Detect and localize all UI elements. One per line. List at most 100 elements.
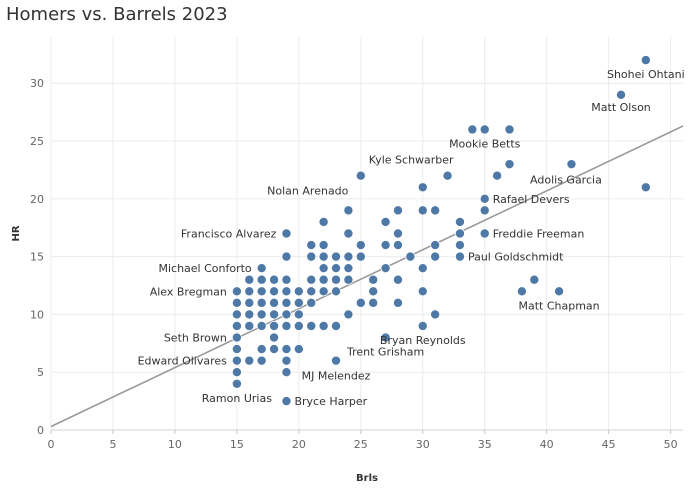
data-point[interactable] bbox=[269, 309, 280, 320]
data-point[interactable] bbox=[331, 263, 342, 274]
data-point[interactable] bbox=[281, 344, 292, 355]
data-point[interactable] bbox=[405, 251, 416, 262]
data-point[interactable] bbox=[331, 251, 342, 262]
data-point[interactable] bbox=[306, 320, 317, 331]
data-point[interactable] bbox=[269, 320, 280, 331]
data-point[interactable] bbox=[504, 124, 515, 135]
data-point[interactable] bbox=[281, 367, 292, 378]
data-point[interactable] bbox=[492, 170, 503, 181]
data-point[interactable] bbox=[380, 263, 391, 274]
data-point[interactable] bbox=[318, 320, 329, 331]
data-point[interactable] bbox=[368, 297, 379, 308]
data-point[interactable] bbox=[293, 309, 304, 320]
data-point[interactable] bbox=[417, 286, 428, 297]
data-point[interactable] bbox=[355, 170, 366, 181]
data-point[interactable] bbox=[281, 309, 292, 320]
data-point[interactable] bbox=[231, 378, 242, 389]
data-point[interactable] bbox=[417, 182, 428, 193]
data-point[interactable] bbox=[281, 320, 292, 331]
data-point[interactable] bbox=[343, 251, 354, 262]
data-point[interactable] bbox=[281, 228, 292, 239]
data-point[interactable] bbox=[281, 355, 292, 366]
data-point[interactable] bbox=[479, 124, 490, 135]
data-point[interactable] bbox=[355, 297, 366, 308]
data-point[interactable] bbox=[442, 170, 453, 181]
data-point[interactable] bbox=[306, 240, 317, 251]
data-point[interactable] bbox=[269, 286, 280, 297]
data-point[interactable] bbox=[269, 297, 280, 308]
data-point[interactable] bbox=[244, 309, 255, 320]
data-point[interactable] bbox=[355, 240, 366, 251]
data-point[interactable] bbox=[392, 274, 403, 285]
data-point[interactable] bbox=[331, 286, 342, 297]
data-point[interactable] bbox=[306, 297, 317, 308]
data-point[interactable] bbox=[306, 274, 317, 285]
data-point[interactable] bbox=[231, 332, 242, 343]
data-point[interactable] bbox=[281, 286, 292, 297]
data-point[interactable] bbox=[318, 263, 329, 274]
data-point[interactable] bbox=[281, 396, 292, 407]
data-point[interactable] bbox=[467, 124, 478, 135]
data-point[interactable] bbox=[231, 309, 242, 320]
data-point[interactable] bbox=[343, 274, 354, 285]
data-point[interactable] bbox=[293, 297, 304, 308]
data-point[interactable] bbox=[331, 274, 342, 285]
data-point[interactable] bbox=[256, 355, 267, 366]
data-point[interactable] bbox=[269, 274, 280, 285]
data-point[interactable] bbox=[244, 297, 255, 308]
data-point[interactable] bbox=[392, 297, 403, 308]
data-point[interactable] bbox=[479, 205, 490, 216]
data-point[interactable] bbox=[504, 159, 515, 170]
data-point[interactable] bbox=[318, 274, 329, 285]
data-point[interactable] bbox=[244, 274, 255, 285]
data-point[interactable] bbox=[281, 251, 292, 262]
data-point[interactable] bbox=[269, 332, 280, 343]
data-point[interactable] bbox=[392, 228, 403, 239]
data-point[interactable] bbox=[256, 297, 267, 308]
data-point[interactable] bbox=[454, 240, 465, 251]
data-point[interactable] bbox=[244, 286, 255, 297]
data-point[interactable] bbox=[318, 286, 329, 297]
data-point[interactable] bbox=[417, 205, 428, 216]
data-point[interactable] bbox=[392, 240, 403, 251]
data-point[interactable] bbox=[454, 216, 465, 227]
data-point[interactable] bbox=[231, 320, 242, 331]
data-point[interactable] bbox=[281, 274, 292, 285]
data-point[interactable] bbox=[256, 286, 267, 297]
data-point[interactable] bbox=[343, 205, 354, 216]
data-point[interactable] bbox=[380, 216, 391, 227]
data-point[interactable] bbox=[430, 251, 441, 262]
data-point[interactable] bbox=[293, 344, 304, 355]
data-point[interactable] bbox=[566, 159, 577, 170]
data-point[interactable] bbox=[256, 263, 267, 274]
data-point[interactable] bbox=[516, 286, 527, 297]
data-point[interactable] bbox=[529, 274, 540, 285]
data-point[interactable] bbox=[244, 355, 255, 366]
data-point[interactable] bbox=[293, 320, 304, 331]
data-point[interactable] bbox=[430, 240, 441, 251]
data-point[interactable] bbox=[256, 344, 267, 355]
data-point[interactable] bbox=[269, 344, 280, 355]
data-point[interactable] bbox=[281, 297, 292, 308]
data-point[interactable] bbox=[256, 320, 267, 331]
data-point[interactable] bbox=[380, 240, 391, 251]
data-point[interactable] bbox=[430, 205, 441, 216]
data-point[interactable] bbox=[479, 228, 490, 239]
data-point[interactable] bbox=[231, 344, 242, 355]
data-point[interactable] bbox=[616, 89, 627, 100]
data-point[interactable] bbox=[554, 286, 565, 297]
data-point[interactable] bbox=[392, 205, 403, 216]
data-point[interactable] bbox=[343, 309, 354, 320]
data-point[interactable] bbox=[231, 367, 242, 378]
data-point[interactable] bbox=[343, 263, 354, 274]
data-point[interactable] bbox=[256, 274, 267, 285]
data-point[interactable] bbox=[454, 228, 465, 239]
data-point[interactable] bbox=[380, 332, 391, 343]
data-point[interactable] bbox=[331, 320, 342, 331]
data-point[interactable] bbox=[231, 297, 242, 308]
data-point[interactable] bbox=[640, 55, 651, 66]
data-point[interactable] bbox=[355, 251, 366, 262]
data-point[interactable] bbox=[231, 355, 242, 366]
data-point[interactable] bbox=[306, 251, 317, 262]
data-point[interactable] bbox=[417, 320, 428, 331]
